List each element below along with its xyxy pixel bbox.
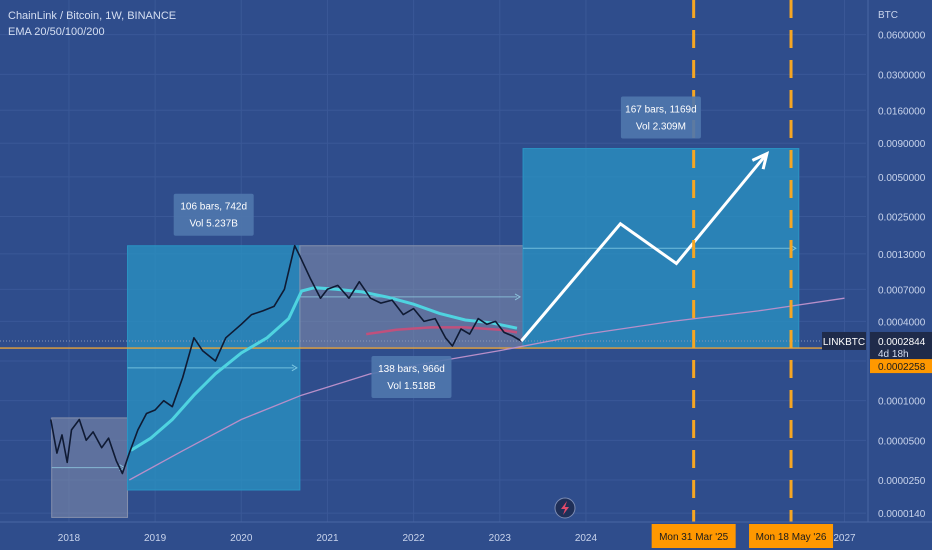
series-lines: [0, 244, 866, 481]
support-price-badge[interactable]: [870, 359, 932, 374]
y-tick-label: 0.0000500: [878, 436, 926, 447]
range-box-arrowhead: [291, 364, 298, 372]
x-tick-label: 2023: [489, 533, 512, 544]
last-price-value: 0.0002844: [878, 337, 926, 348]
range-box-label-2: [371, 356, 452, 399]
y-tick-label: 0.0300000: [878, 70, 926, 81]
chart-title: ChainLink / Bitcoin, 1W, BINANCE: [8, 10, 177, 22]
bar-countdown: 4d 18h: [878, 349, 909, 360]
y-tick-label: 0.0025000: [878, 213, 926, 224]
range-box-vol-label: Vol 1.518B: [387, 381, 436, 392]
range-box-bars-label: 106 bars, 742d: [180, 202, 247, 213]
symbol-tag[interactable]: [822, 331, 866, 350]
last-price-badge[interactable]: [870, 331, 932, 361]
date-badge-text: Mon 18 May '26: [756, 532, 827, 543]
x-tick-label: 2024: [575, 533, 598, 544]
y-tick-label: 0.0007000: [878, 285, 926, 296]
date-badge-text: Mon 31 Mar '25: [659, 532, 729, 543]
symbol-tag-text: LINKBTC: [823, 337, 865, 348]
date-badge-0[interactable]: [651, 524, 736, 548]
y-tick-label: 0.0013000: [878, 250, 926, 261]
y-axis: BTC 0.0600000 0.0300000 0.0160000 0.0090000 0…: [878, 10, 926, 520]
projection-arrow[interactable]: [520, 152, 769, 342]
projection-arrowhead: [751, 150, 770, 170]
y-tick-label: 0.0600000: [878, 31, 926, 42]
support-price-value: 0.0002258: [878, 362, 926, 373]
range-boxes: [51, 148, 800, 518]
range-box-vol-label: Vol 2.309M: [636, 122, 686, 133]
y-tick-label: 0.0090000: [878, 139, 926, 150]
y-tick-label: 0.0160000: [878, 106, 926, 117]
y-tick-label: 0.0001000: [878, 397, 926, 408]
price-line[interactable]: [50, 244, 522, 475]
range-box-arrowhead: [514, 293, 522, 301]
date-badge-1[interactable]: [749, 524, 834, 548]
y-tick-label: 0.0000250: [878, 476, 926, 487]
range-box-vol-label: Vol 5.237B: [190, 219, 239, 230]
x-tick-label: 2022: [402, 533, 425, 544]
range-box-label-1: [173, 193, 254, 236]
range-box-bars-label: 138 bars, 966d: [378, 364, 445, 375]
date-lines: [692, 0, 793, 522]
range-box-bars-label: 167 bars, 1169d: [625, 105, 697, 116]
x-tick-label: 2020: [230, 533, 253, 544]
y-tick-label: 0.0050000: [878, 173, 926, 184]
x-axis: 2018 2019 2020 2021 2022 2023 2024 2027 Mon 31 M…: [58, 524, 856, 548]
y-tick-label: 0.0004000: [878, 317, 926, 328]
x-tick-label: 2018: [58, 533, 81, 544]
projection: [520, 150, 770, 342]
range-box-label-3: [620, 96, 701, 139]
x-tick-label: 2019: [144, 533, 167, 544]
indicator-label: EMA 20/50/100/200: [8, 26, 105, 38]
y-tick-label: 0.0000140: [878, 509, 926, 520]
lightning-icon[interactable]: [554, 497, 576, 519]
x-tick-label: 2021: [316, 533, 339, 544]
currency-label: BTC: [878, 10, 898, 21]
x-tick-label: 2027: [833, 533, 856, 544]
y-axis-panel[interactable]: [868, 0, 932, 550]
ema-50-line[interactable]: [130, 286, 518, 452]
